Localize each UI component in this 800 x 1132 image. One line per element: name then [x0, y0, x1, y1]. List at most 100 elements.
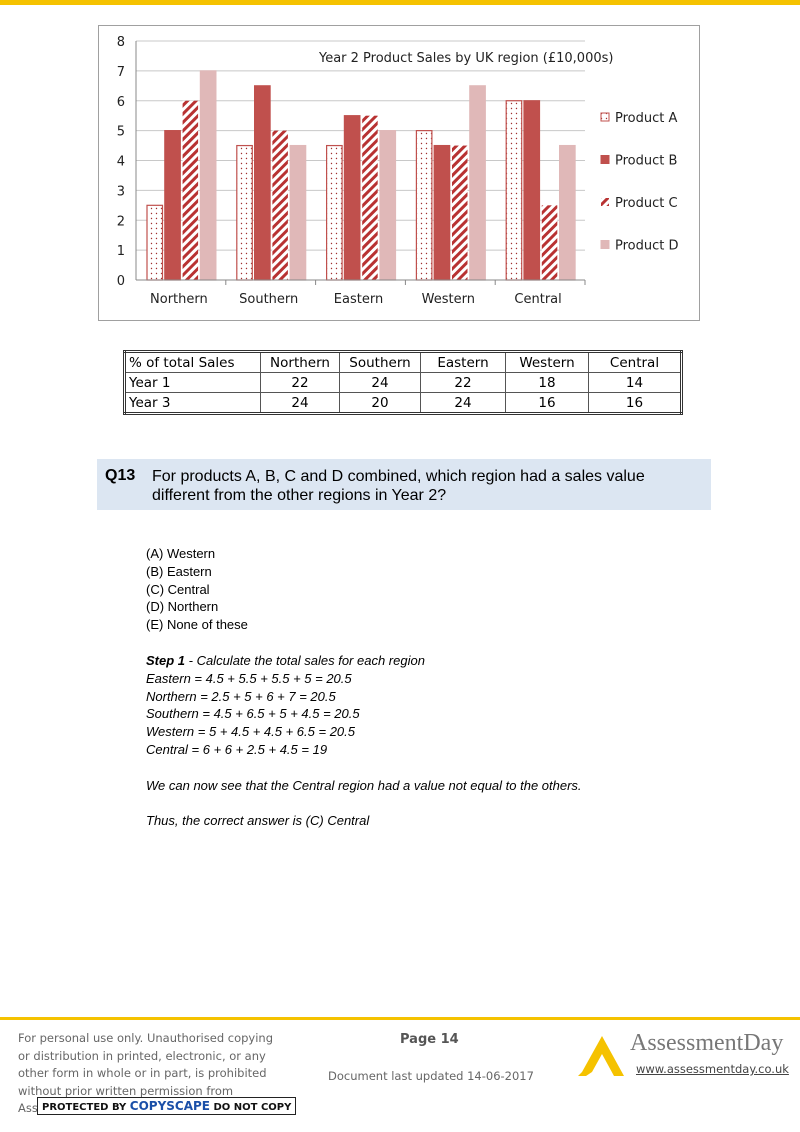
bar [254, 85, 271, 281]
copyscape-suffix: DO NOT COPY [210, 1102, 292, 1113]
legend-swatch [600, 112, 610, 122]
table-header-cell: Eastern [420, 351, 506, 373]
bar [289, 144, 307, 281]
solution-line: Central = 6 + 6 + 2.5 + 4.5 = 19 [146, 741, 328, 757]
y-tick-label: 3 [117, 184, 125, 199]
spacer [146, 794, 582, 812]
legend-label: Product C [615, 196, 678, 211]
bar [379, 130, 397, 281]
table-cell: Year 3 [124, 392, 261, 414]
legend-label: Product A [615, 111, 677, 126]
axes: 0 1 2 3 4 5 6 7 8 Northern Southern Eastern Western C… [117, 35, 586, 307]
spacer [146, 759, 582, 777]
table-header-row: % of total Sales Northern Southern Easte… [124, 351, 682, 373]
copyscape-badge[interactable]: PROTECTED BY COPYSCAPE DO NOT COPY [37, 1097, 297, 1115]
y-tick-label: 6 [117, 95, 125, 110]
y-tick-label: 2 [117, 214, 125, 229]
option-b: (B) Eastern [146, 563, 212, 579]
solution-line: Western = 5 + 4.5 + 4.5 + 6.5 = 20.5 [146, 724, 355, 740]
table-row: Year 1 22 24 22 18 14 [124, 372, 682, 393]
bar [164, 130, 181, 281]
table-cell: 24 [420, 392, 506, 414]
chart-title: Year 2 Product Sales by UK region (£10,0… [318, 51, 613, 66]
option-d: (D) Northern [146, 599, 219, 615]
legend-swatch [600, 155, 610, 164]
y-tick-label: 0 [117, 274, 125, 289]
bar [505, 100, 523, 281]
table-cell: 16 [505, 392, 589, 414]
table-cell: 14 [588, 372, 682, 393]
legend: Product A Product B Product C Product D [600, 111, 679, 254]
step-label: Step 1 [146, 653, 186, 668]
bar [452, 145, 468, 280]
bar [362, 115, 378, 280]
y-tick-label: 8 [117, 35, 125, 50]
brand-url-link[interactable]: www.assessmentday.co.uk [636, 1062, 789, 1076]
bar [199, 70, 217, 281]
table-header-cell: Central [588, 351, 682, 373]
bar [415, 130, 433, 281]
x-tick-label: Eastern [334, 292, 383, 307]
footer-accent-bar [0, 1017, 800, 1020]
brand-name: AssessmentDay [630, 1030, 784, 1056]
bar [146, 204, 164, 281]
table-cell: 18 [505, 372, 589, 393]
option-e: (E) None of these [146, 617, 248, 633]
copyscape-prefix: PROTECTED BY [42, 1102, 130, 1113]
solution-line: Eastern = 4.5 + 5.5 + 5.5 + 5 = 20.5 [146, 670, 352, 686]
y-tick-label: 5 [117, 125, 125, 140]
bar [272, 130, 288, 280]
bar [433, 144, 451, 281]
bar [523, 100, 541, 281]
bar [343, 115, 361, 281]
table-row: Year 3 24 20 24 16 16 [124, 392, 682, 414]
top-accent-bar [0, 0, 800, 5]
table-cell: 24 [260, 392, 340, 414]
step-text: - Calculate the total sales for each reg… [185, 653, 425, 668]
bar [559, 144, 576, 281]
solution-step: Step 1 - Calculate the total sales for e… [146, 652, 582, 670]
question-text: For products A, B, C and D combined, whi… [152, 468, 645, 504]
solution-conclusion: We can now see that the Central region h… [146, 777, 582, 793]
bars [146, 70, 576, 281]
table-cell: 22 [420, 372, 506, 393]
bar [236, 144, 253, 281]
page-number: Page 14 [400, 1032, 459, 1047]
y-tick-label: 4 [117, 155, 125, 170]
question-number: Q13 [105, 467, 136, 484]
x-tick-label: Northern [150, 292, 208, 307]
option-c: (C) Central [146, 581, 210, 597]
legend-swatch [601, 198, 609, 206]
x-tick-label: Western [422, 292, 475, 307]
x-tick-label: Southern [239, 292, 298, 307]
bar [469, 85, 486, 281]
copyright-disclaimer: For personal use only. Unauthorised copy… [18, 1031, 274, 1115]
legend-label: Product D [615, 239, 679, 254]
legend-label: Product B [615, 154, 677, 169]
copyscape-brand: COPYSCAPE [129, 1099, 210, 1113]
table-header-cell: % of total Sales [124, 351, 261, 373]
solution-line: Southern = 4.5 + 6.5 + 5 + 4.5 = 20.5 [146, 706, 360, 722]
bar [541, 205, 558, 280]
legend-swatch [600, 240, 610, 249]
option-a: (A) Western [146, 546, 216, 561]
table-cell: Year 1 [124, 372, 261, 393]
last-updated: Document last updated 14-06-2017 [328, 1069, 534, 1083]
x-tick-label: Central [514, 292, 561, 307]
table-cell: 16 [588, 392, 682, 414]
table-cell: 24 [339, 372, 421, 393]
solution: Step 1 - Calculate the total sales for e… [146, 652, 582, 830]
bar [182, 100, 199, 280]
bar [326, 144, 343, 281]
table-header-cell: Northern [260, 351, 340, 373]
assessmentday-logo-icon [578, 1036, 624, 1076]
table-cell: 22 [260, 372, 340, 393]
question-box: Q13 For products A, B, C and D combined,… [97, 459, 711, 510]
sales-share-table: % of total Sales Northern Southern Easte… [123, 350, 683, 415]
chart-frame: 0 1 2 3 4 5 6 7 8 Northern Southern Eastern Western C… [98, 25, 700, 321]
solution-line: Northern = 2.5 + 5 + 6 + 7 = 20.5 [146, 688, 336, 704]
y-tick-label: 7 [117, 65, 125, 80]
answer-options: (A) Western (B) Eastern (C) Central (D) … [146, 545, 248, 634]
table-header-cell: Southern [339, 351, 421, 373]
table-header-cell: Western [505, 351, 589, 373]
